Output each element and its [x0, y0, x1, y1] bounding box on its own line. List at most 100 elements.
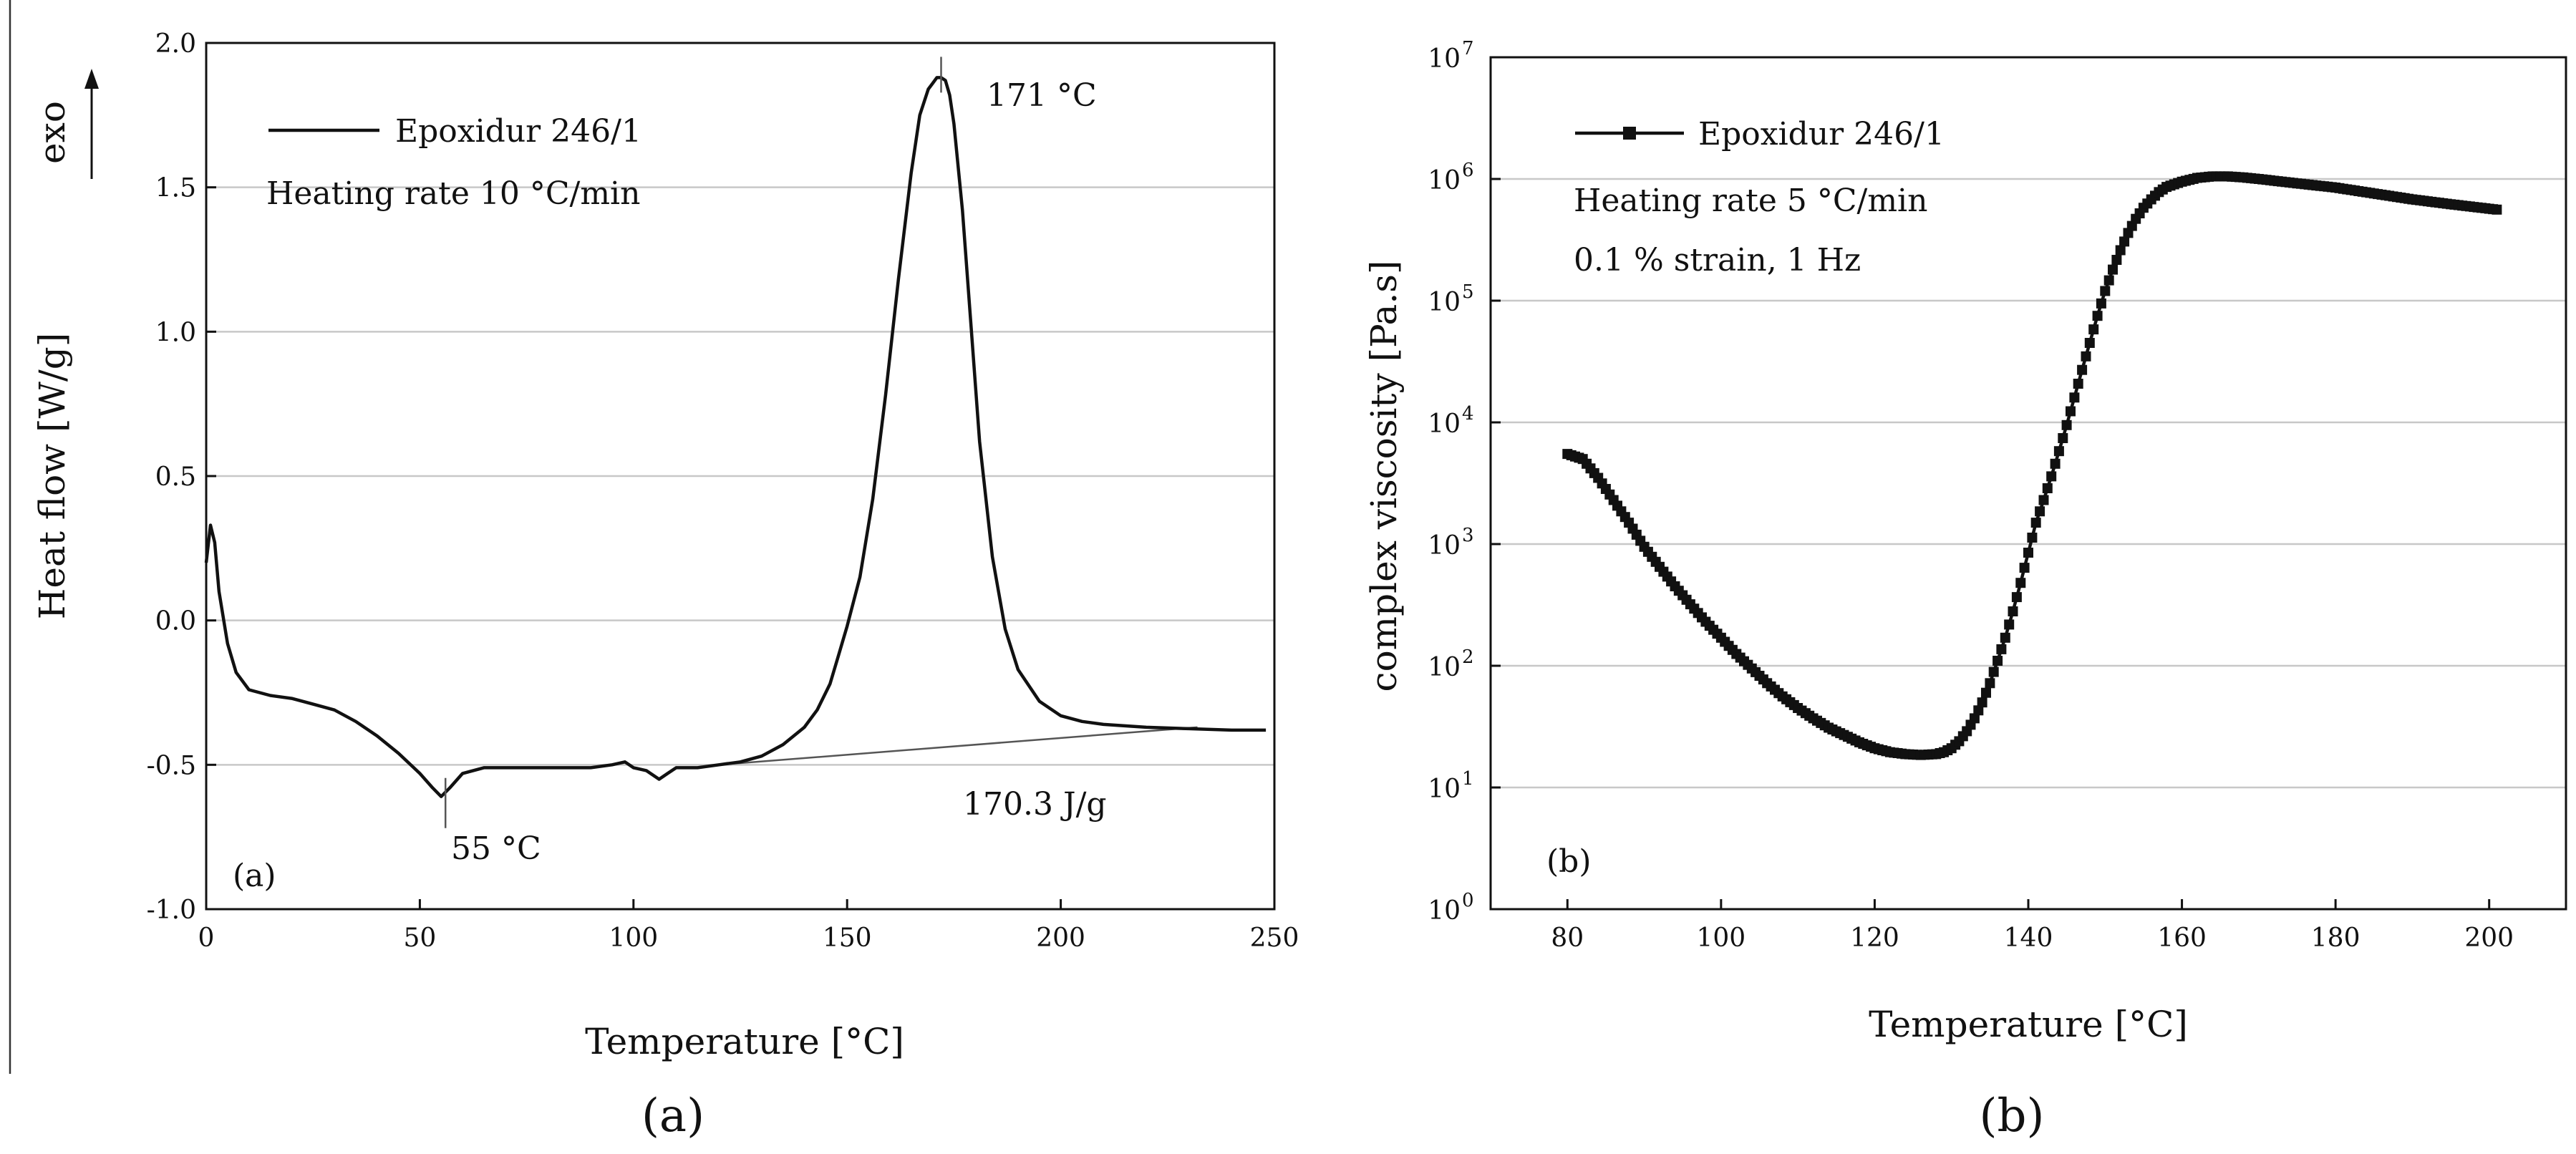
a-x-tick-label: 0 — [198, 923, 215, 953]
a-x-tick-label: 250 — [1250, 923, 1299, 953]
a-y-tick-label: 2.0 — [155, 29, 196, 59]
b-data-point — [2030, 518, 2041, 528]
b-data-point — [2081, 351, 2091, 362]
b-data-point — [2027, 533, 2038, 543]
b-data-point — [2119, 236, 2130, 247]
a-peak-label-55: 55 °C — [451, 830, 541, 867]
b-x-tick-label: 200 — [2464, 923, 2514, 953]
a-y-tick-label: 0.5 — [155, 462, 196, 492]
b-data-point — [1969, 713, 1980, 724]
b-data-point — [2084, 338, 2095, 348]
a-axis-ticks: -1.0 -0.5 0.0 0.5 1.0 1.5 2.0 0 50 100 150 200 250 — [147, 29, 1299, 953]
a-x-tick-label: 200 — [1036, 923, 1085, 953]
b-data-point — [2111, 255, 2122, 265]
b-y-tick-exponent: 6 — [1462, 160, 1474, 181]
b-data-point — [2100, 286, 2111, 296]
b-legend-label: Epoxidur 246/1 — [1698, 116, 1945, 152]
b-data-point — [2008, 606, 2018, 616]
caption-b: (b) — [1980, 1090, 2045, 1143]
b-data-point — [2058, 433, 2068, 443]
b-data-point — [2004, 619, 2015, 630]
a-y-axis-label: Heat flow [W/g] — [32, 333, 73, 619]
b-y-tick-label: 10 — [1428, 166, 1461, 195]
b-x-tick-label: 80 — [1551, 923, 1584, 953]
b-y-axis-label: complex viscosity [Pa.s] — [1363, 261, 1405, 692]
a-y-tick-label: 1.0 — [155, 318, 196, 347]
b-data-point — [2038, 495, 2049, 505]
b-y-tick-exponent: 3 — [1462, 525, 1474, 546]
a-x-tick-label: 100 — [609, 923, 658, 953]
a-x-tick-label: 50 — [403, 923, 436, 953]
b-data-point — [2023, 548, 2033, 558]
b-y-tick-label: 10 — [1428, 775, 1461, 804]
b-legend-marker — [1623, 127, 1636, 140]
b-data-point — [2096, 298, 2106, 309]
b-data-point — [2077, 364, 2088, 375]
b-data-point — [2103, 275, 2114, 286]
b-x-axis-label: Temperature [°C] — [1869, 1004, 2188, 1045]
a-y-tick-label: -0.5 — [147, 751, 196, 780]
caption-a: (a) — [641, 1090, 704, 1143]
b-data-point — [2073, 379, 2083, 389]
a-y-tick-label: -1.0 — [147, 896, 196, 925]
a-enthalpy-label: 170.3 J/g — [963, 786, 1107, 823]
b-y-tick-label: 10 — [1428, 896, 1461, 926]
b-data-point — [2011, 592, 2022, 603]
b-data-point — [2066, 406, 2076, 417]
b-data-point — [2115, 245, 2126, 256]
b-y-tick-label: 10 — [1428, 653, 1461, 682]
b-data-point — [2108, 264, 2118, 275]
b-plot-frame — [1489, 56, 2567, 911]
b-panel-label: (b) — [1546, 843, 1592, 880]
b-y-tick-exponent: 2 — [1462, 646, 1474, 668]
a-x-axis-label: Temperature [°C] — [585, 1021, 904, 1062]
b-y-tick-label: 10 — [1428, 288, 1461, 317]
chart-a: -1.0 -0.5 0.0 0.5 1.0 1.5 2.0 0 50 100 150 200 250 T… — [32, 29, 1299, 1062]
b-data-point — [1996, 644, 2007, 654]
b-data-point — [2035, 506, 2045, 517]
a-y-tick-label: 0.0 — [155, 607, 196, 636]
b-data-point — [2042, 483, 2053, 493]
b-data-point — [1973, 705, 1984, 716]
b-data-point — [2061, 420, 2072, 430]
a-integration-baseline — [719, 726, 1198, 766]
b-data-point — [2053, 446, 2064, 457]
a-plot-frame — [205, 42, 1276, 911]
b-y-tick-exponent: 1 — [1462, 768, 1474, 790]
b-x-tick-label: 180 — [2311, 923, 2360, 953]
b-y-tick-exponent: 5 — [1462, 281, 1474, 303]
a-data-layer — [204, 57, 1267, 828]
a-panel-label: (a) — [233, 858, 276, 894]
b-data-point — [2050, 458, 2061, 469]
b-data-point — [1977, 697, 1987, 708]
a-peak-label-171: 171 °C — [987, 77, 1097, 114]
b-legend-strain: 0.1 % strain, 1 Hz — [1574, 242, 1861, 278]
b-data-point — [2069, 392, 2080, 403]
b-y-tick-exponent: 7 — [1462, 38, 1474, 59]
a-legend-heating-rate: Heating rate 10 °C/min — [266, 175, 640, 212]
b-data-layer — [1562, 171, 2502, 760]
b-data-point — [2000, 632, 2010, 643]
a-legend-label: Epoxidur 246/1 — [395, 113, 641, 150]
b-y-tick-label: 10 — [1428, 409, 1461, 439]
b-data-point — [1992, 656, 2003, 666]
b-y-tick-label: 10 — [1428, 44, 1461, 74]
b-gridlines — [1491, 178, 2566, 789]
b-data-point — [2088, 324, 2099, 335]
a-x-tick-label: 150 — [823, 923, 872, 953]
b-x-tick-label: 100 — [1696, 923, 1745, 953]
b-data-point — [2492, 204, 2502, 215]
b-x-tick-label: 160 — [2157, 923, 2207, 953]
b-data-point — [2046, 471, 2057, 482]
b-legend-heating-rate: Heating rate 5 °C/min — [1574, 183, 1927, 219]
b-x-tick-label: 120 — [1850, 923, 1899, 953]
b-x-tick-label: 140 — [2004, 923, 2053, 953]
a-exo-label: exo — [32, 101, 73, 164]
b-data-point — [2092, 311, 2103, 321]
a-exo-arrow-icon — [84, 69, 99, 179]
a-series-line — [204, 76, 1267, 798]
a-y-tick-label: 1.5 — [155, 174, 196, 203]
